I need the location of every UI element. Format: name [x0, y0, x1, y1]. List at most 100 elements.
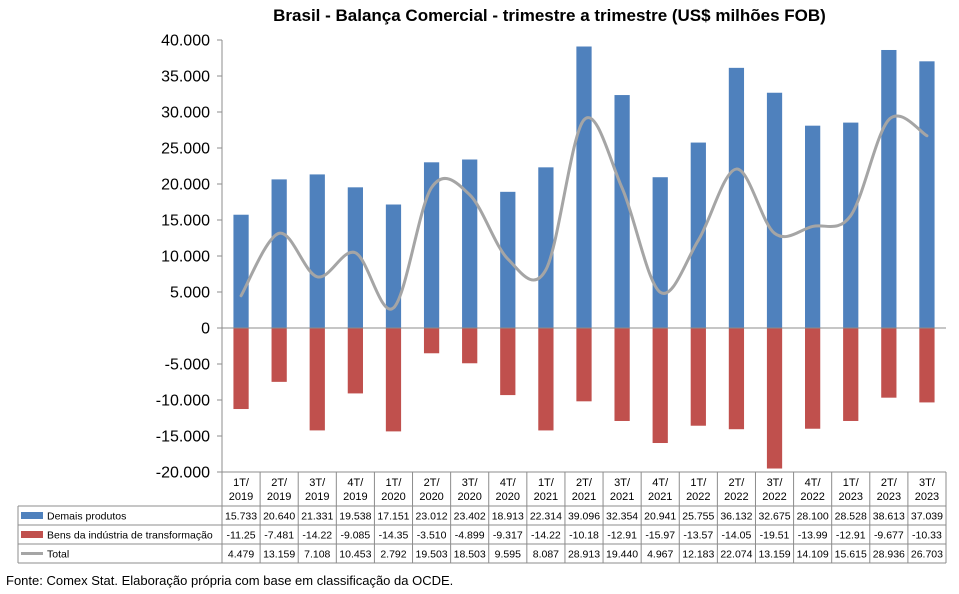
bar-bens-industria — [233, 328, 249, 410]
bar-bens-industria — [462, 328, 478, 364]
data-label: -3.510 — [417, 530, 447, 542]
bar-demais-produtos — [919, 61, 935, 328]
data-label: -13.99 — [798, 530, 828, 542]
data-label: 13.159 — [263, 549, 295, 561]
data-label: -15.97 — [645, 530, 675, 542]
bar-demais-produtos — [423, 162, 440, 328]
total-line — [239, 114, 929, 311]
source-note: Fonte: Comex Stat. Elaboração própria co… — [6, 573, 454, 588]
category-label-year: 2020 — [381, 491, 405, 503]
data-label: 32.354 — [606, 511, 638, 523]
y-tick-label: 5.000 — [170, 285, 210, 302]
bar-demais-produtos — [881, 49, 897, 329]
data-label: 4.967 — [647, 549, 673, 561]
legend-key-bens-industria — [21, 531, 43, 538]
bar-bens-industria — [576, 328, 592, 402]
category-label: 1T/ — [843, 477, 860, 489]
data-label: 19.538 — [339, 511, 371, 523]
bar-bens-industria — [347, 328, 363, 394]
data-label: -10.33 — [912, 530, 942, 542]
data-label: -7.481 — [264, 530, 294, 542]
category-label: 4T/ — [805, 477, 822, 489]
data-label: 14.109 — [797, 549, 829, 561]
data-label: 28.936 — [873, 549, 905, 561]
category-label: 1T/ — [233, 477, 250, 489]
category-label: 2T/ — [881, 477, 898, 489]
bar-demais-produtos — [233, 214, 249, 328]
category-label-year: 2022 — [686, 491, 710, 503]
bar-demais-produtos — [690, 142, 706, 328]
data-label: 20.941 — [644, 511, 676, 523]
category-label: 1T/ — [386, 477, 403, 489]
category-label-year: 2019 — [229, 491, 253, 503]
data-label: 12.183 — [682, 549, 714, 561]
category-label: 1T/ — [538, 477, 555, 489]
bar-demais-produtos — [766, 92, 783, 329]
category-label: 2T/ — [728, 477, 745, 489]
data-label: 39.096 — [568, 511, 600, 523]
data-label: 7.108 — [304, 549, 330, 561]
bar-demais-produtos — [614, 95, 630, 328]
category-label: 1T/ — [690, 477, 707, 489]
data-label: 22.314 — [530, 511, 562, 523]
y-tick-label: -15.000 — [156, 429, 210, 446]
data-label: -13.57 — [683, 530, 713, 542]
legend-label: Demais produtos — [47, 511, 126, 523]
legend-label: Bens da indústria de transformação — [47, 530, 213, 542]
category-label-year: 2019 — [305, 491, 329, 503]
category-label: 3T/ — [462, 477, 479, 489]
y-tick-label: 10.000 — [161, 249, 210, 266]
data-label: -14.05 — [722, 530, 752, 542]
category-label-year: 2019 — [267, 491, 291, 503]
data-label: 9.595 — [495, 549, 521, 561]
data-label: 26.703 — [911, 549, 943, 561]
category-label: 3T/ — [919, 477, 936, 489]
bar-bens-industria — [652, 328, 668, 444]
category-label-year: 2023 — [915, 491, 939, 503]
data-label: 32.675 — [758, 511, 790, 523]
category-label: 3T/ — [767, 477, 784, 489]
data-label: 28.913 — [568, 549, 600, 561]
bar-demais-produtos — [652, 177, 668, 328]
data-label: -9.677 — [874, 530, 904, 542]
data-label: 28.100 — [797, 511, 829, 523]
bar-bens-industria — [728, 328, 745, 430]
data-label: -10.18 — [569, 530, 599, 542]
bar-demais-produtos — [347, 187, 363, 328]
y-tick-label: 0 — [201, 321, 210, 338]
y-tick-label: -5.000 — [165, 357, 210, 374]
bar-bens-industria — [766, 328, 783, 469]
y-tick-label: 15.000 — [161, 213, 210, 230]
data-label: 15.733 — [225, 511, 257, 523]
data-label: -4.899 — [455, 530, 485, 542]
bar-bens-industria — [805, 328, 821, 429]
category-label: 2T/ — [576, 477, 593, 489]
data-label: 10.453 — [339, 549, 371, 561]
bar-bens-industria — [538, 328, 554, 431]
data-label: -14.22 — [531, 530, 561, 542]
data-label: -14.22 — [302, 530, 332, 542]
data-label: 13.159 — [758, 549, 790, 561]
data-label: -12.91 — [836, 530, 866, 542]
data-label: 15.615 — [835, 549, 867, 561]
legend-key-demais-produtos — [21, 512, 43, 519]
data-label: 22.074 — [720, 549, 752, 561]
bar-bens-industria — [690, 328, 706, 426]
y-tick-label: 40.000 — [161, 33, 210, 50]
data-label: 20.640 — [263, 511, 295, 523]
bar-demais-produtos — [538, 167, 554, 328]
bar-bens-industria — [423, 328, 440, 354]
data-label: -9.317 — [493, 530, 523, 542]
category-label-year: 2020 — [496, 491, 520, 503]
category-label: 3T/ — [614, 477, 631, 489]
data-label: 21.331 — [301, 511, 333, 523]
category-label: 3T/ — [309, 477, 326, 489]
category-label: 4T/ — [500, 477, 517, 489]
category-label-year: 2021 — [534, 491, 558, 503]
category-label-year: 2022 — [724, 491, 748, 503]
category-label-year: 2019 — [343, 491, 367, 503]
category-label-year: 2023 — [877, 491, 901, 503]
data-label: 23.012 — [416, 511, 448, 523]
data-label: 18.503 — [454, 549, 486, 561]
